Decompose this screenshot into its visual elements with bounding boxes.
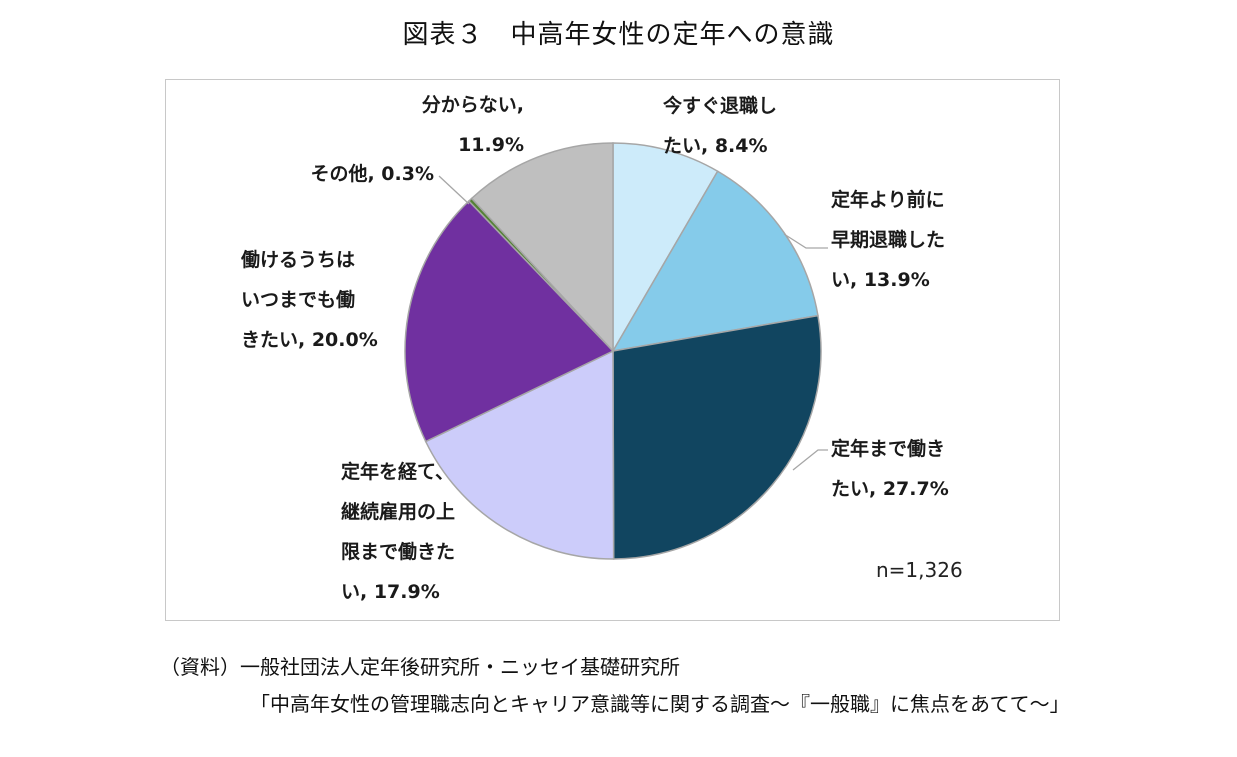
slice-label-1: 今すぐ退職したい, 8.4%	[662, 94, 777, 157]
leader-line-6	[438, 175, 470, 205]
source-line-2: 「中高年女性の管理職志向とキャリア意識等に関する調査～『一般職』に焦点をあてて～…	[250, 692, 1070, 716]
slice-label-6: その他, 0.3%	[310, 162, 434, 185]
pie-slice-7	[470, 142, 614, 353]
sample-size-note: n=1,326	[876, 558, 963, 582]
slice-label-7: 分からない, 11.9%	[422, 94, 524, 156]
leader-line-3	[792, 449, 828, 471]
pie-slice-1	[612, 142, 719, 354]
chart-title: 図表３ 中高年女性の定年への意識	[402, 20, 835, 50]
slice-label-5: 働けるうちはいつまでも働きたい, 20.0%	[240, 248, 378, 351]
slice-label-2: 定年より前に早期退職したい, 13.9%	[831, 188, 945, 291]
pie-slice-2	[611, 170, 819, 353]
slice-label-4: 定年を経て、継続雇用の上限まで働きたい, 17.9%	[341, 460, 455, 603]
leader-line-2	[783, 233, 828, 249]
chart-frame: 今すぐ退職したい, 8.4% 定年より前に早期退職したい, 13.9% 定年まで働き…	[165, 79, 1060, 621]
pie-chart: 今すぐ退職したい, 8.4% 定年より前に早期退職したい, 13.9% 定年まで働き…	[240, 94, 963, 603]
source-line-1: （資料）一般社団法人定年後研究所・ニッセイ基礎研究所	[160, 655, 680, 679]
pie-slice-3	[612, 314, 822, 560]
pie-slice-5	[404, 200, 615, 443]
pie-slice-4	[424, 349, 615, 560]
slice-label-3: 定年まで働きたい, 27.7%	[831, 437, 949, 500]
